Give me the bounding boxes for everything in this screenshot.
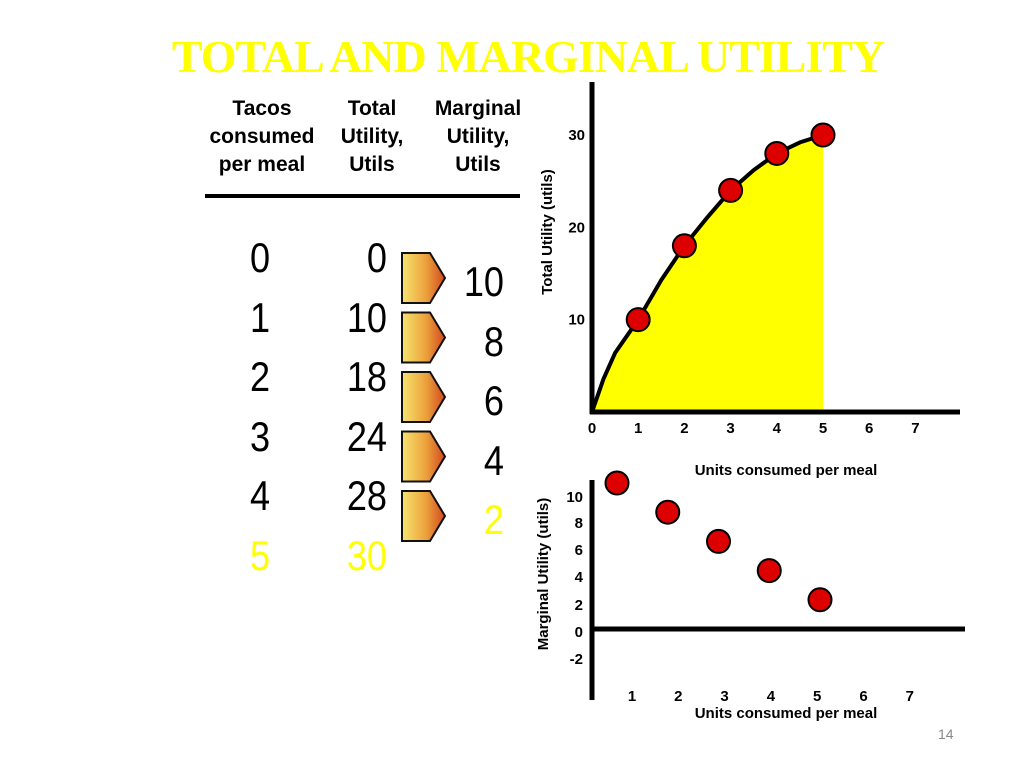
slide-title: TOTAL AND MARGINAL UTILITY — [171, 31, 885, 82]
total-utility-value: 0 — [366, 234, 387, 281]
x-tick-label: 0 — [588, 420, 596, 437]
header-line: Total — [347, 97, 397, 120]
marginal-utility-point — [807, 587, 833, 613]
tacos-value: 2 — [249, 353, 271, 400]
header-line: Utility, — [446, 125, 510, 148]
total-utility-value: 28 — [346, 472, 387, 519]
y-tick-label: 10 — [568, 312, 585, 329]
x-tick-label: 6 — [859, 688, 867, 705]
pentagon-arrow-icon — [401, 311, 447, 364]
x-tick-label: 4 — [773, 420, 782, 437]
pentagon-arrow-icon — [401, 430, 447, 483]
tacos-column: 0 1 2 3 4 5 — [235, 228, 285, 585]
total-utility-point — [718, 177, 744, 203]
y-tick-label: -2 — [570, 651, 583, 668]
total-utility-point — [810, 122, 836, 148]
tacos-value: 0 — [249, 234, 271, 281]
y-axis-label: Marginal Utility (utils) — [535, 498, 552, 651]
marginal-utility-value: 10 — [463, 258, 504, 305]
x-tick-label: 3 — [726, 420, 734, 437]
x-tick-label: 1 — [628, 688, 636, 705]
pentagon-arrow-icon — [401, 490, 447, 542]
header-line: Utils — [349, 153, 395, 176]
header-line: Tacos — [232, 97, 292, 120]
total-utility-value: 18 — [346, 353, 387, 400]
x-tick-label: 5 — [819, 420, 827, 437]
header-total-utility: Total Utility, Utils — [330, 95, 414, 179]
y-tick-label: 2 — [575, 597, 583, 614]
marginal-utility-value: 6 — [483, 377, 504, 424]
total-utility-point — [625, 307, 651, 333]
marginal-utility-point — [706, 528, 731, 554]
x-tick-label: 2 — [674, 688, 682, 705]
page-number: 14 — [938, 726, 954, 742]
x-tick-label: 6 — [865, 420, 873, 437]
marginal-utility-value: 4 — [483, 436, 504, 484]
y-tick-label: 0 — [575, 624, 583, 641]
tacos-value: 4 — [249, 472, 271, 519]
total-utility-area — [592, 135, 823, 412]
y-tick-label: 20 — [568, 219, 585, 236]
header-line: Utility, — [340, 125, 404, 148]
tacos-value: 3 — [249, 412, 271, 460]
y-axis-label: Total Utility (utils) — [539, 169, 556, 295]
x-tick-label: 7 — [911, 420, 919, 437]
header-tacos: Tacos consumed per meal — [198, 95, 326, 179]
header-line: per meal — [218, 153, 306, 176]
x-tick-label: 2 — [680, 420, 688, 437]
header-line: Utils — [455, 153, 501, 176]
marginal-utility-point — [756, 558, 782, 584]
total-utility-value: 24 — [346, 412, 387, 460]
y-tick-label: 8 — [575, 515, 583, 532]
header-marginal-utility: Marginal Utility, Utils — [420, 95, 536, 179]
x-tick-label: 5 — [813, 688, 821, 705]
total-utility-column: 0 10 18 24 28 30 — [305, 228, 387, 585]
total-utility-value: 10 — [346, 293, 387, 341]
marginal-utility-value: 8 — [483, 317, 504, 365]
total-utility-point — [671, 233, 697, 259]
x-tick-label: 7 — [906, 688, 914, 705]
total-utility-point — [764, 140, 790, 166]
y-tick-label: 4 — [575, 569, 584, 586]
x-axis-label: Units consumed per meal — [695, 705, 878, 722]
y-tick-label: 30 — [568, 127, 585, 144]
x-tick-label: 4 — [767, 688, 776, 705]
y-tick-label: 10 — [566, 489, 583, 506]
pentagon-arrow-icon — [401, 371, 447, 423]
marginal-utility-point — [655, 499, 681, 525]
marginal-utility-column: 10 8 6 4 2 — [452, 252, 504, 550]
total-utility-chart: 0 1 2 3 4 5 6 7 10 20 30 Total Utility (utils) Units… — [539, 82, 960, 479]
header-divider — [205, 194, 520, 198]
marginal-utility-chart: 1 2 3 4 5 6 7 10 8 6 4 2 0 -2 Marginal Utility (utils)… — [535, 470, 965, 722]
x-tick-label: 1 — [634, 420, 642, 437]
tacos-value-highlight: 5 — [249, 531, 271, 579]
marginal-utility-value-highlight: 2 — [483, 496, 504, 543]
pentagon-arrow-icon — [401, 252, 447, 304]
header-line: Marginal — [434, 97, 522, 120]
header-line: consumed — [209, 125, 315, 148]
total-utility-value-highlight: 30 — [346, 531, 387, 579]
x-tick-label: 3 — [720, 688, 728, 705]
y-tick-label: 6 — [575, 542, 583, 559]
marginal-utility-point — [604, 470, 630, 496]
tacos-value: 1 — [249, 293, 271, 341]
x-axis-label: Units consumed per meal — [695, 462, 878, 479]
